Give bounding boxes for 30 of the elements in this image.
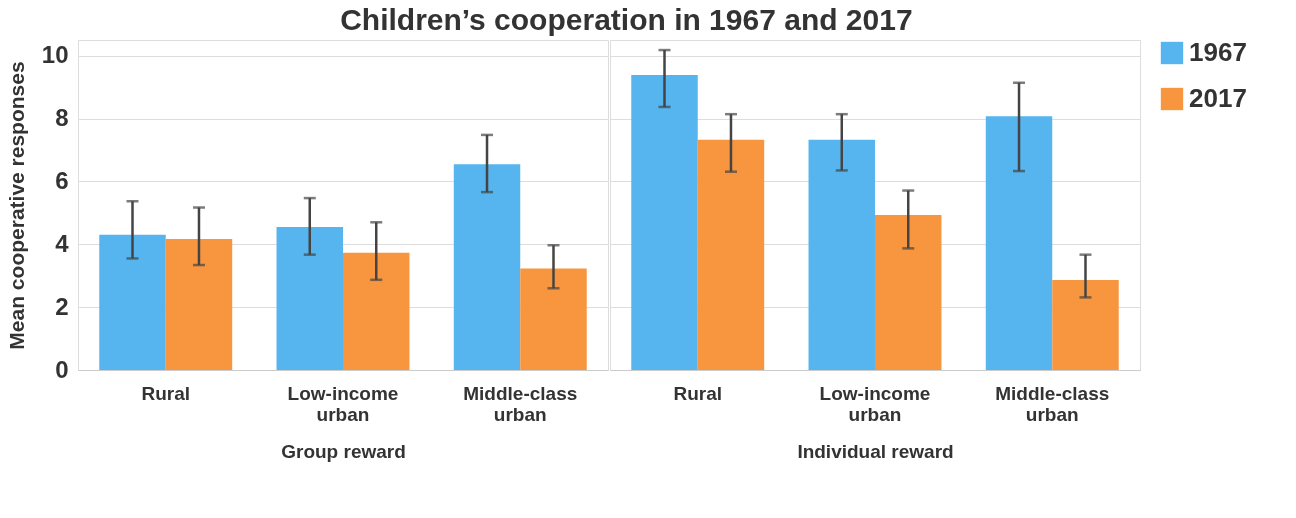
bar [520,268,587,370]
y-tick-label: 0 [55,355,69,383]
bar [697,139,765,370]
legend-label: 2017 [1189,83,1247,113]
x-tick-label: Middle-class urban [463,382,578,425]
chart-title: Children’s cooperation in 1967 and 2017 [340,2,913,36]
bar [875,215,942,370]
bar [343,252,410,370]
bar [631,74,698,370]
x-axis-title: Individual reward [797,440,954,462]
bar [99,234,166,370]
x-axis-title: Group reward [281,440,406,462]
y-tick-label: 6 [55,166,69,194]
bar [276,227,343,370]
y-tick-label: 2 [55,292,69,320]
bar [808,139,875,370]
y-tick-label: 8 [55,104,69,132]
y-tick-label: 10 [41,41,69,69]
bar [1052,280,1119,370]
y-tick-label: 4 [55,229,70,257]
bar [985,116,1053,370]
x-tick-label: Low-income urban [287,382,399,425]
x-tick-label: Low-income urban [819,382,931,425]
x-tick-label: Middle-class urban [995,382,1110,425]
y-axis-title: Mean cooperative responses [4,61,28,350]
bar [165,238,233,370]
bar [453,164,521,370]
legend-label: 1967 [1189,37,1247,67]
x-tick-label: Rural [141,382,191,404]
x-tick-label: Rural [673,382,723,404]
